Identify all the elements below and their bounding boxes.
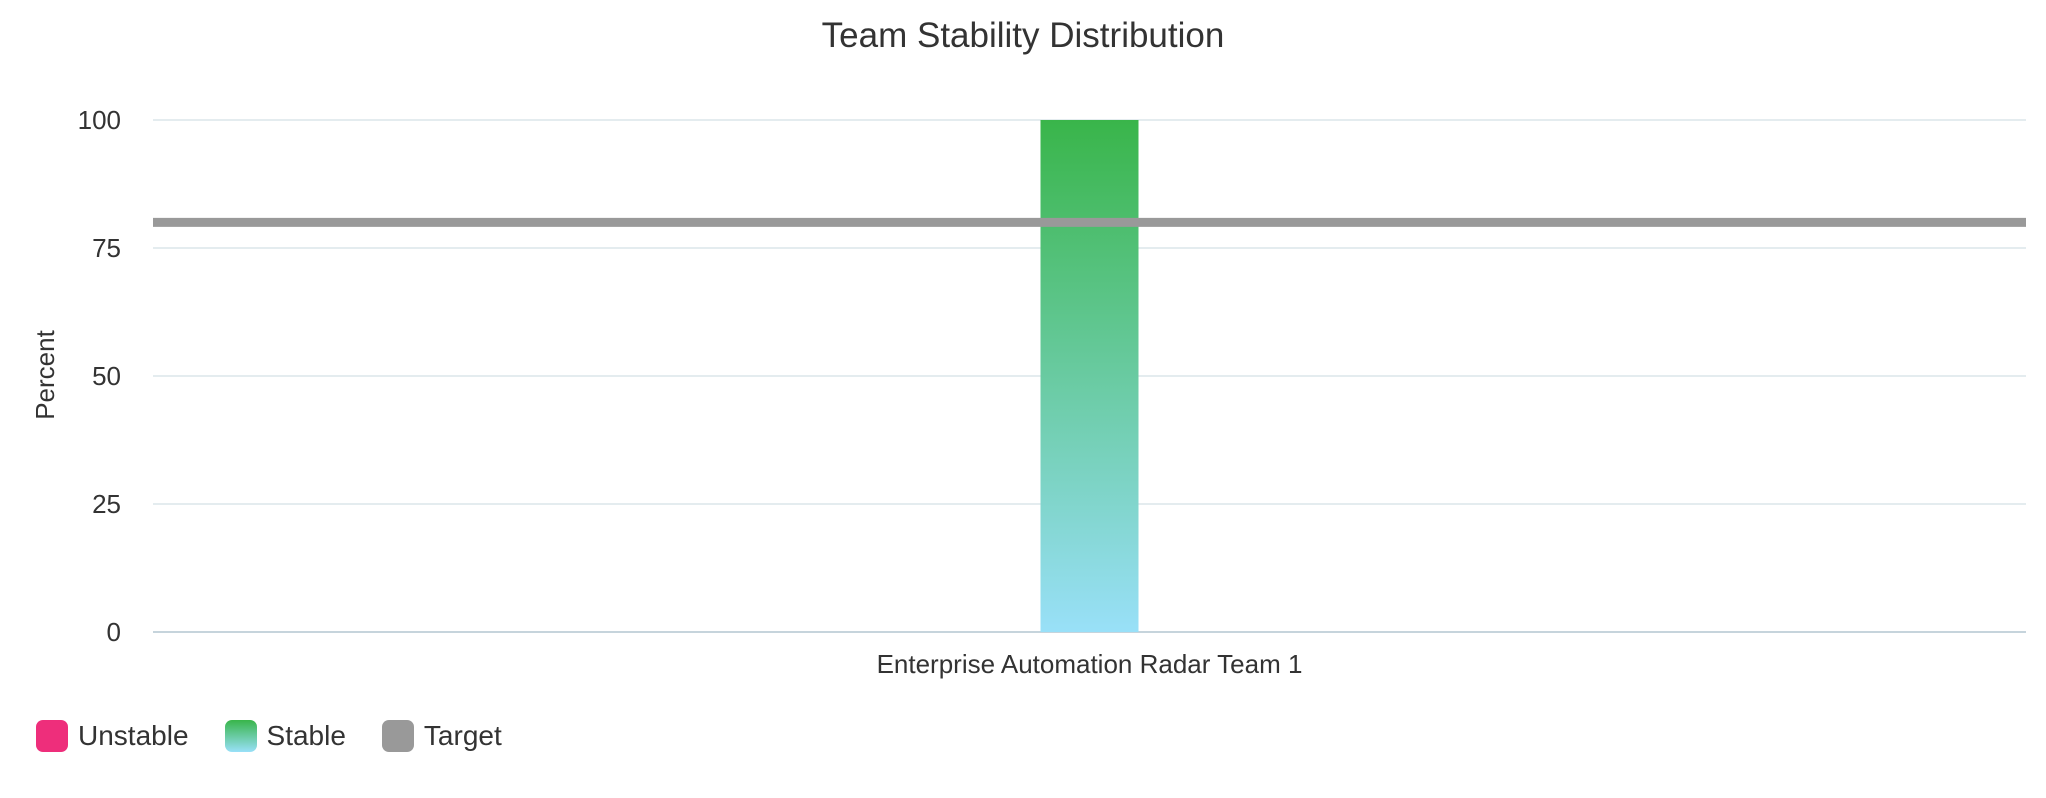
y-tick-labels: 0 25 50 75 100 [78,105,121,647]
y-tick-label: 50 [92,361,121,391]
chart-title: Team Stability Distribution [822,16,1225,55]
legend-item-stable[interactable]: Stable [224,720,346,752]
legend-swatch-stable [224,720,257,752]
legend-label-unstable: Unstable [78,720,189,751]
legend-item-target[interactable]: Target [381,720,502,752]
x-tick-label: Enterprise Automation Radar Team 1 [877,649,1303,679]
y-tick-label: 75 [92,233,121,263]
legend-label-stable: Stable [266,720,346,751]
y-axis-label: Percent [30,329,60,419]
legend-swatch-target [381,720,414,752]
legend: Unstable Stable Target [36,720,538,752]
y-tick-label: 25 [92,489,121,519]
bar-stable [1040,120,1139,632]
y-tick-label: 100 [78,105,121,135]
legend-item-unstable[interactable]: Unstable [36,720,189,752]
x-tick-labels: Enterprise Automation Radar Team 1 [877,649,1303,679]
y-tick-label: 0 [107,617,121,647]
legend-swatch-unstable [36,720,68,752]
legend-label-target: Target [423,720,502,751]
bars [1040,120,1139,632]
